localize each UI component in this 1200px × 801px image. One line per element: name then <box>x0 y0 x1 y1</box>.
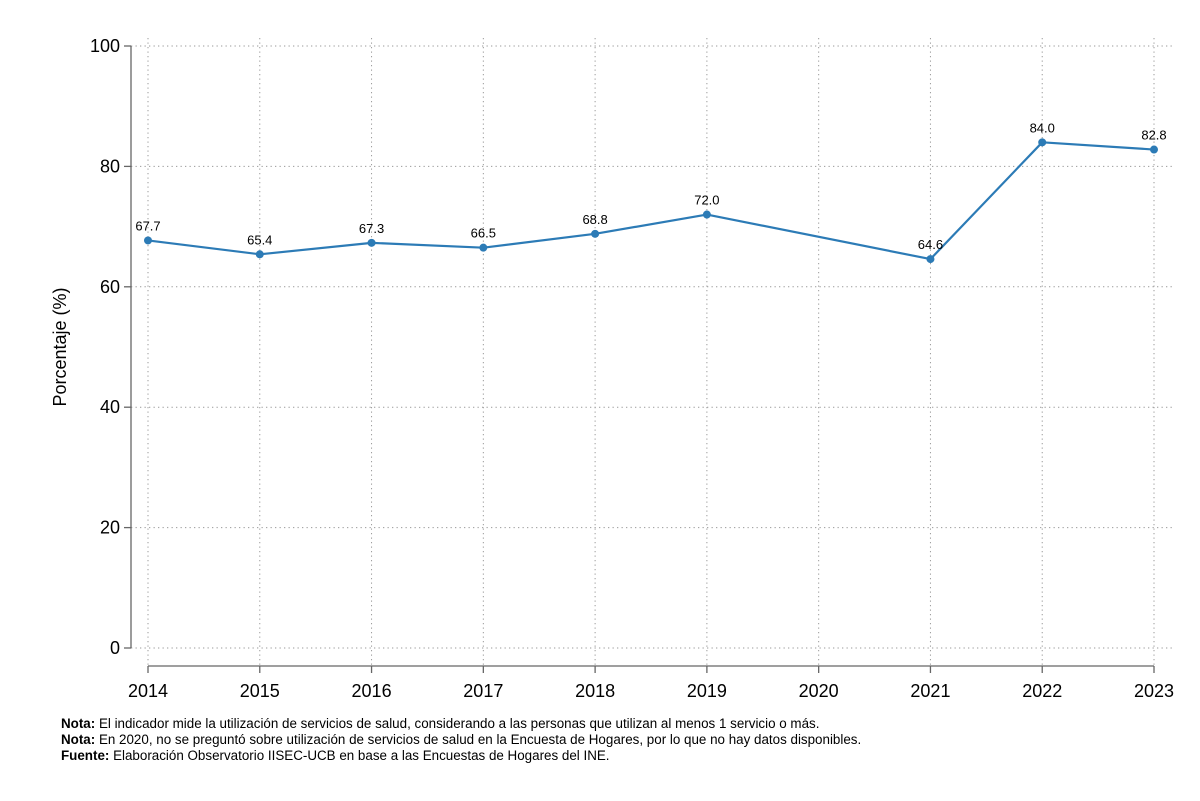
data-label: 65.4 <box>247 232 272 247</box>
data-point <box>1038 138 1047 147</box>
data-point <box>367 238 376 247</box>
note-label: Nota: <box>61 732 96 747</box>
data-series <box>144 138 1158 264</box>
data-point <box>479 243 488 252</box>
data-label: 72.0 <box>694 193 719 208</box>
x-axis-ticks: 2014 2015 2016 2017 2018 2019 2020 2021 2022 2023 <box>128 666 1174 701</box>
source-label: Fuente: <box>61 748 110 763</box>
y-axis-ticks: 0 20 40 60 80 100 <box>90 36 131 658</box>
source-note: Fuente: Elaboración Observatorio IISEC-U… <box>61 748 1181 764</box>
x-tick-label: 2016 <box>352 681 392 701</box>
data-label: 66.5 <box>471 226 496 241</box>
x-tick-label: 2017 <box>463 681 503 701</box>
note-label: Nota: <box>61 716 96 731</box>
data-point <box>591 229 600 238</box>
x-tick-label: 2018 <box>575 681 615 701</box>
x-tick-label: 2022 <box>1022 681 1062 701</box>
chart-notes: Nota: El indicador mide la utilización d… <box>61 716 1181 764</box>
note-utilization: Nota: El indicador mide la utilización d… <box>61 716 1181 732</box>
y-tick-label: 80 <box>100 156 120 176</box>
y-tick-label: 60 <box>100 277 120 297</box>
data-label: 84.0 <box>1030 120 1055 135</box>
data-label: 67.3 <box>359 221 384 236</box>
x-tick-label: 2015 <box>240 681 280 701</box>
data-point <box>1150 145 1158 154</box>
y-tick-label: 100 <box>90 36 120 56</box>
x-tick-label: 2023 <box>1134 681 1174 701</box>
data-label: 64.6 <box>918 237 943 252</box>
data-labels: 67.7 65.4 67.3 66.5 68.8 72.0 64.6 84.0 82.8 <box>135 120 1166 252</box>
y-tick-label: 40 <box>100 397 120 417</box>
note-text: En 2020, no se preguntó sobre utilizació… <box>95 732 862 747</box>
x-tick-label: 2019 <box>687 681 727 701</box>
data-point <box>144 236 152 245</box>
y-tick-label: 20 <box>100 518 120 538</box>
series-line <box>147 141 1155 261</box>
axes <box>130 46 1154 667</box>
data-point <box>255 250 264 259</box>
gridlines <box>131 38 1172 666</box>
note-2020: Nota: En 2020, no se preguntó sobre util… <box>61 732 1181 748</box>
note-text: El indicador mide la utilización de serv… <box>95 716 820 731</box>
y-axis-title: Porcentaje (%) <box>50 287 70 406</box>
data-point <box>702 210 711 219</box>
data-label: 68.8 <box>582 212 607 227</box>
data-label: 82.8 <box>1141 128 1166 143</box>
x-tick-label: 2020 <box>799 681 839 701</box>
source-text: Elaboración Observatorio IISEC-UCB en ba… <box>109 748 610 763</box>
x-tick-label: 2021 <box>910 681 950 701</box>
data-label: 67.7 <box>135 218 160 233</box>
y-tick-label: 0 <box>110 638 120 658</box>
data-point <box>926 255 935 264</box>
line-chart: 0 20 40 60 80 100 2014 2015 2016 2017 2018 2019 202… <box>50 36 1174 701</box>
x-tick-label: 2014 <box>128 681 168 701</box>
